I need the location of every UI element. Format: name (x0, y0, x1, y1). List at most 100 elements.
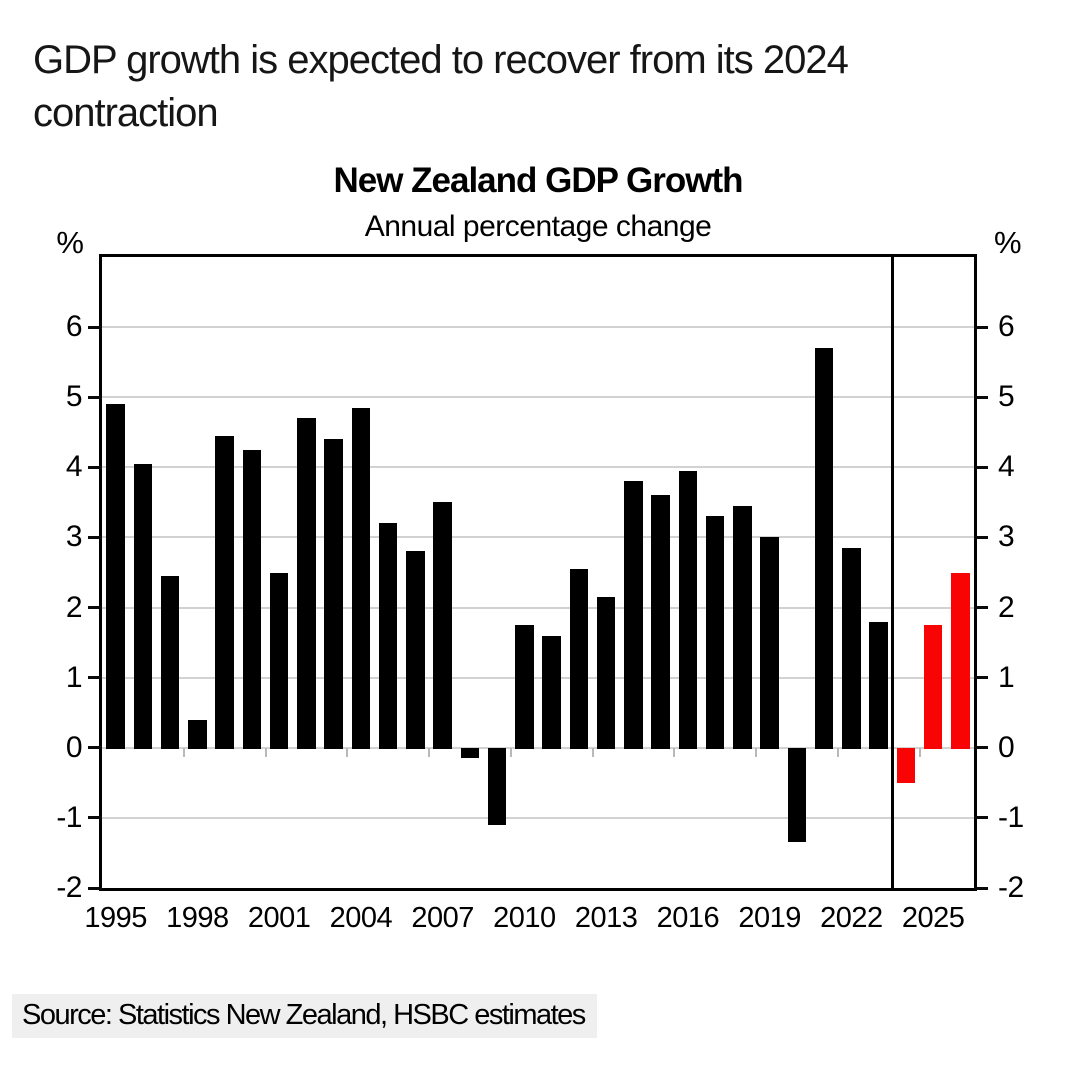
y-label-right-1: 1 (998, 660, 1015, 694)
y-label-right-0: 0 (998, 730, 1015, 764)
y-label-left-4: 4 (65, 450, 83, 484)
y-label-left-0: 0 (65, 730, 83, 764)
x-label-2004: 2004 (329, 902, 393, 934)
y-tick-right-3 (974, 535, 988, 539)
bar-2020 (787, 747, 807, 843)
plot-area (102, 257, 974, 888)
y-label-right-2: 2 (998, 590, 1015, 624)
bar-2019 (760, 537, 779, 749)
bar-2006 (406, 551, 425, 749)
y-tick-left-2 (88, 606, 102, 610)
bar-2009 (487, 747, 507, 825)
bar-2014 (624, 481, 643, 749)
bar-1998 (188, 719, 207, 749)
forecast-separator-line (890, 257, 894, 888)
y-axis-unit-right: % (994, 225, 1022, 260)
x-label-2001: 2001 (247, 902, 311, 934)
page-title: GDP growth is expected to recover from i… (33, 34, 1043, 140)
x-tick-2019 (755, 747, 757, 757)
y-label-right-3: 3 (998, 520, 1015, 554)
bar-2002 (297, 418, 316, 749)
bar-2022 (842, 547, 861, 749)
bar-2021 (814, 348, 834, 749)
bar-2025 (923, 625, 943, 749)
bar-1995 (106, 404, 125, 749)
x-label-2025: 2025 (901, 902, 965, 934)
y-label-right--1: -1 (998, 800, 1024, 834)
y-label-left--1: -1 (56, 800, 82, 834)
y-tick-left-0 (88, 746, 102, 750)
x-tick-2013 (591, 747, 594, 757)
bar-2008 (460, 747, 480, 759)
x-tick-1998 (182, 747, 185, 757)
y-tick-left-4 (88, 465, 102, 469)
page-title-line2: contraction (33, 91, 219, 135)
y-tick-right-2 (974, 606, 988, 610)
x-label-2007: 2007 (411, 902, 474, 934)
x-label-2010: 2010 (493, 902, 556, 934)
x-label-2016: 2016 (656, 902, 720, 934)
y-tick-right-6 (974, 325, 988, 329)
source-note: Source: Statistics New Zealand, HSBC est… (12, 994, 597, 1038)
y-label-left-5: 5 (65, 380, 83, 414)
gridline-5 (102, 396, 974, 399)
gridline-0 (102, 746, 974, 749)
bar-1996 (133, 463, 153, 749)
bar-2005 (378, 523, 398, 749)
bar-2016 (678, 470, 698, 749)
bar-2017 (705, 516, 725, 749)
gridline-6 (102, 326, 974, 329)
y-axis-unit-left: % (56, 225, 84, 260)
y-label-right-6: 6 (998, 310, 1015, 344)
gridline--1 (102, 816, 974, 819)
y-label-left-6: 6 (65, 310, 83, 344)
x-label-2019: 2019 (738, 902, 801, 934)
y-tick-right-0 (974, 746, 988, 750)
page-title-line1: GDP growth is expected to recover from i… (33, 38, 849, 82)
y-tick-right--1 (974, 816, 988, 820)
bar-2010 (515, 625, 534, 749)
bar-2004 (351, 407, 371, 749)
y-label-left-1: 1 (65, 660, 83, 694)
x-tick-2022 (836, 747, 839, 757)
bar-2007 (433, 502, 452, 749)
x-label-1998: 1998 (166, 902, 229, 934)
bar-2023 (869, 621, 888, 749)
y-tick-left-6 (88, 325, 102, 329)
x-tick-2025 (918, 747, 921, 757)
gridline-1 (102, 676, 974, 679)
bar-2015 (651, 495, 670, 749)
gridline-2 (102, 606, 974, 609)
y-tick-right--2 (974, 886, 988, 890)
y-label-right-4: 4 (998, 450, 1015, 484)
y-label-left-2: 2 (65, 590, 83, 624)
x-tick-2004 (346, 747, 349, 757)
bar-1997 (160, 576, 180, 749)
y-tick-left-3 (88, 535, 102, 539)
y-tick-right-5 (974, 395, 988, 399)
bar-1999 (215, 435, 234, 749)
gridline-4 (102, 466, 974, 469)
y-label-right-5: 5 (998, 380, 1015, 414)
y-tick-left--1 (88, 816, 102, 820)
y-tick-left-1 (88, 676, 102, 680)
bar-2018 (733, 505, 752, 749)
x-tick-2007 (428, 747, 430, 757)
bar-2026 (951, 572, 970, 749)
y-label-right--2: -2 (998, 871, 1024, 904)
x-label-1995: 1995 (84, 902, 147, 934)
x-label-2013: 2013 (574, 902, 638, 934)
x-tick-2001 (264, 747, 267, 757)
y-label-left--2: -2 (56, 871, 82, 904)
chart-title: New Zealand GDP Growth (333, 161, 743, 200)
y-tick-left-5 (88, 395, 102, 399)
bar-2024 (896, 747, 916, 783)
chart-subtitle: Annual percentage change (364, 210, 712, 243)
y-label-left-3: 3 (65, 520, 83, 554)
x-tick-2010 (509, 747, 512, 757)
y-tick-right-1 (974, 676, 988, 680)
bar-2012 (569, 568, 589, 749)
bar-2011 (542, 635, 561, 749)
bar-2001 (269, 572, 289, 749)
